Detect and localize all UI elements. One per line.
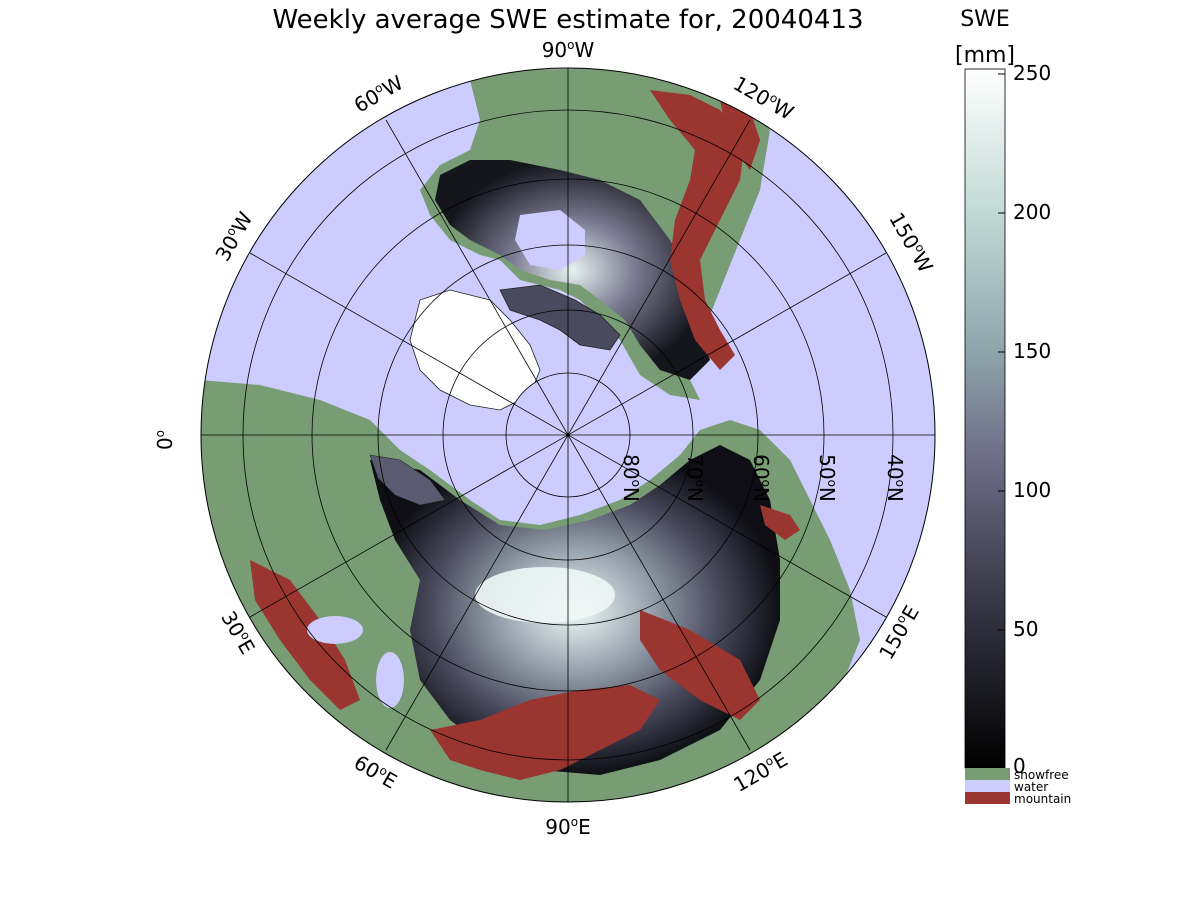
chart-title: Weekly average SWE estimate for, 2004041… — [272, 5, 863, 35]
colorbar-tick-label: 100 — [1013, 478, 1051, 502]
rocky-mountains — [650, 90, 745, 370]
colorbar-tick-label: 200 — [1013, 200, 1051, 224]
lat-label-50n: 50oN — [815, 454, 839, 502]
meridian-150 — [249, 252, 887, 618]
lon-label-90w: 90oW — [542, 38, 595, 62]
caspian-sea — [376, 652, 404, 708]
colorbar-tick-label: 0 — [1013, 754, 1026, 778]
hudson-bay — [515, 210, 585, 270]
eurasia-mountains-east — [640, 610, 760, 720]
mexico-mountains — [720, 100, 760, 170]
lat-label-80n: 80oN — [619, 454, 643, 502]
colorbar-tick-label: 250 — [1013, 61, 1051, 85]
legend-label-water: water — [1014, 780, 1048, 794]
legend-label-snowfree: snowfree — [1014, 768, 1069, 782]
map-disc — [201, 68, 935, 802]
colorbar-title: SWE — [960, 7, 1010, 32]
himalaya-mountains — [430, 685, 660, 780]
colorbar-unit: [mm] — [955, 43, 1015, 68]
scandinavia — [369, 454, 446, 506]
legend-swatch-water — [965, 780, 1010, 792]
lon-label-0: 0o — [153, 430, 177, 450]
lat-label-70n: 70oN — [683, 454, 707, 502]
colorbar-tick-labels: 0 50 100 150 200 250 — [1013, 61, 1051, 778]
canadian-archipelago — [499, 284, 621, 351]
lat-label-60n: 60oN — [749, 454, 773, 502]
colorbar-tick-label: 50 — [1013, 617, 1038, 641]
colorbar: SWE [mm] 0 50 100 150 200 250 — [955, 7, 1051, 778]
legend-swatch-mountain — [965, 792, 1010, 804]
black-sea — [307, 616, 363, 644]
latitude-labels: 80oN 70oN 60oN 50oN 40oN — [619, 454, 907, 502]
legend-swatch-snowfree — [965, 768, 1010, 780]
colorbar-tick-label: 150 — [1013, 339, 1051, 363]
graticule — [200, 67, 936, 803]
lat-label-40n: 40oN — [883, 454, 907, 502]
eurasia-mountains-west — [250, 560, 360, 710]
colorbar-gradient — [964, 68, 1006, 769]
category-legend: snowfree water mountain — [965, 768, 1071, 806]
siberia-snow-peak — [475, 567, 615, 623]
kamchatka — [760, 505, 800, 540]
north-america-snow — [435, 160, 710, 380]
legend-label-mountain: mountain — [1014, 792, 1071, 806]
lon-label-90e: 90oE — [545, 815, 590, 839]
